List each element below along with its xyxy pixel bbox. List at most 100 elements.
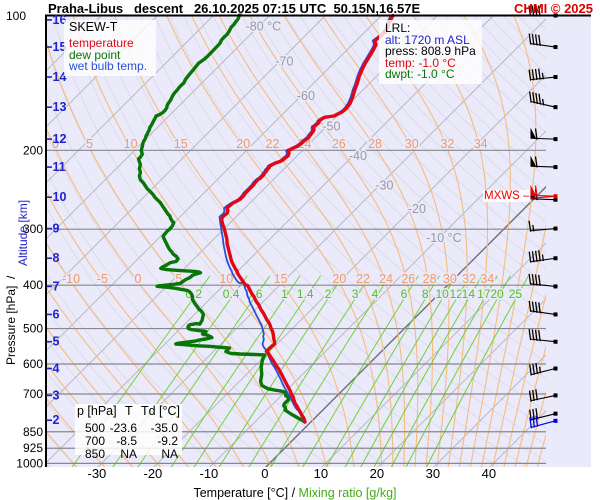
isotherm [46, 15, 382, 352]
barb-staff [531, 367, 556, 376]
dry-adiabat [255, 15, 546, 316]
mixing-ratio-line [270, 275, 390, 467]
temperature-tick-label: 20 [370, 466, 384, 481]
wind-barb [528, 33, 558, 50]
barb-staff [531, 420, 556, 428]
legend-temperature: temperature [69, 35, 134, 50]
dry-adiabat [226, 15, 546, 347]
barb-full [528, 69, 532, 81]
barb-full [538, 34, 541, 46]
info-press-label: press: [385, 44, 418, 59]
wind-barb [528, 91, 558, 110]
pressure-tick-label: 200 [23, 143, 43, 157]
barb-full [532, 363, 535, 375]
isotherm-label: -30 [375, 179, 393, 193]
barb-full [534, 34, 538, 46]
info-alt-value: 1720 m ASL [404, 32, 470, 47]
moist-adiabat [463, 15, 511, 467]
axis-title-slash: / [4, 275, 18, 279]
wind-barb [528, 220, 558, 232]
mixing-ratio-line [405, 275, 511, 467]
barb-full [531, 5, 535, 17]
altitude-tick-label: 5 [53, 335, 60, 349]
altitude-tick-label: 3 [53, 388, 60, 402]
wind-barb [529, 362, 558, 376]
dry-adiabat [125, 15, 546, 462]
moist-adiabat-label: 30 [443, 272, 457, 286]
wind-barb-mxws [530, 184, 558, 202]
barb-full [531, 251, 535, 263]
moist-adiabat [492, 223, 546, 467]
barb-full [531, 274, 535, 286]
barb-pennant [530, 184, 537, 196]
mixing-ratio-line [344, 275, 457, 467]
dry-adiabat [372, 15, 546, 193]
mxws-dash: – [522, 190, 530, 202]
mixing-ratio-line [170, 275, 301, 467]
wind-barb [529, 415, 558, 429]
barb-half [538, 366, 542, 374]
altitude-tick-label: 11 [53, 160, 66, 174]
isotherm [46, 15, 270, 240]
info-dwpt-label: dwpt: [385, 67, 414, 82]
barb-full [538, 330, 541, 342]
isotherm [46, 15, 214, 184]
barb-full [535, 92, 539, 105]
info-dewpoint: dwpt: -1.0 °C [385, 67, 477, 82]
pressure-tick-label: 850 [23, 425, 43, 439]
mixing-ratio-line [360, 275, 471, 467]
moist-adiabat-label: 28 [368, 137, 382, 151]
dry-adiabat [46, 40, 385, 466]
table-cell: 850 [84, 446, 105, 461]
lowest-level-info-box: LRL: alt: 1720 m ASL press: 808.9 hPa te… [379, 20, 482, 84]
y-axis-title-pressure: Pressure [hPa] / [4, 276, 18, 365]
isotherm [46, 15, 494, 464]
barb-full [534, 329, 538, 341]
dewpoint-curve [136, 13, 307, 424]
legend: SKEW-T temperature dew point wet bulb te… [64, 20, 156, 77]
barb-half [541, 72, 545, 80]
table-cell: -35.0 [150, 421, 178, 435]
mixing-ratio-label: 25 [509, 287, 523, 301]
dry-adiabat [46, 338, 161, 466]
wind-barb [529, 408, 558, 421]
dry-adiabat [46, 273, 217, 466]
pressure-tick-label: 1000 [16, 456, 43, 470]
moist-adiabat [46, 38, 300, 467]
mixing-ratio-line [325, 275, 440, 467]
station-coordinates: 50.15N,16.57E [333, 1, 421, 16]
barb-staff [530, 137, 556, 140]
barb-full [537, 5, 541, 17]
barb-half [541, 254, 545, 262]
wind-barb [528, 300, 558, 317]
barb-full [531, 329, 535, 341]
info-temperature: temp: -1.0 °C [385, 57, 477, 70]
table-row: 700 -8.5 -9.2 [75, 434, 182, 448]
dry-adiabat [168, 15, 546, 412]
sounding-datetime: 26.10.2025 07:15 UTC [193, 1, 327, 16]
barb-full [529, 409, 532, 421]
dry-adiabat [46, 205, 273, 466]
isotherm-label: -40 [349, 149, 367, 163]
table-header-row: p [hPa] T Td [°C] [75, 404, 182, 421]
grid-labels: -80 °C-70-60-50-40-30-20-10 °C0 5 10 15 20 22… [50, 18, 523, 303]
dry-adiabat [444, 15, 546, 119]
moist-adiabat-label: 24 [297, 137, 311, 151]
mixing-ratio-line [193, 275, 321, 467]
max-wind-speed-label: MXWS – [483, 190, 531, 202]
mixing-ratio-label: 3 [352, 287, 359, 301]
table-header-dewpoint: Td [°C] [140, 404, 180, 418]
x-axis-title-temperature: Temperature [°C] [193, 486, 289, 500]
moist-adiabat-label: -10 [62, 272, 80, 286]
barb-staff [530, 165, 556, 168]
wind-barb [528, 273, 558, 289]
barb-full [529, 417, 532, 429]
barb-staff [530, 198, 556, 201]
dry-adiabat [110, 15, 526, 466]
barb-staff [530, 394, 556, 402]
altitude-tick-label: 4 [53, 362, 60, 376]
mixing-ratio-label: 17 [477, 287, 491, 301]
mixing-ratio-label: 6 [401, 287, 408, 301]
